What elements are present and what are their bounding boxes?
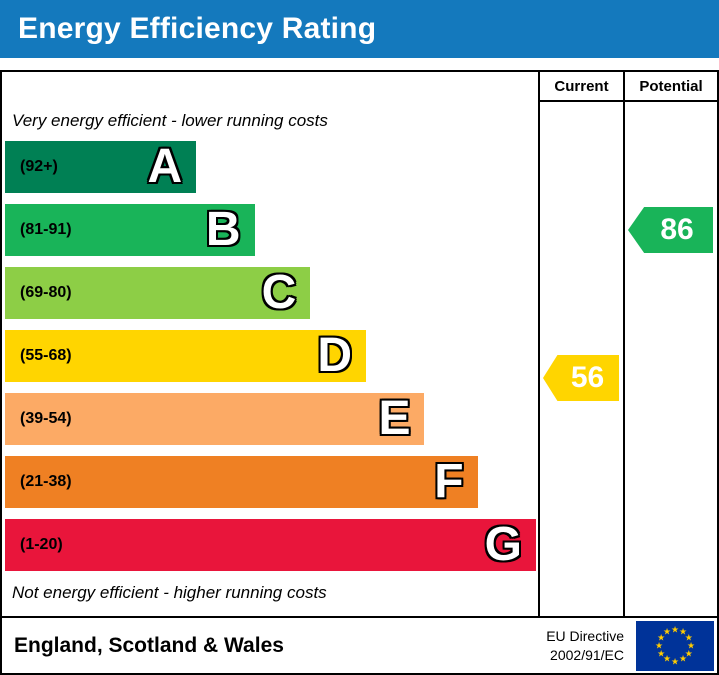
eu-flag-star: ★ xyxy=(686,640,696,650)
current-rating-value: 56 xyxy=(570,361,605,394)
band-range-label: (69-80) xyxy=(20,284,72,301)
band-row-d: (55-68) D xyxy=(5,329,367,382)
eu-flag-star: ★ xyxy=(678,626,688,637)
eu-flag-star: ★ xyxy=(657,648,666,658)
band-letter: F xyxy=(434,455,464,508)
column-header-current: Current xyxy=(540,72,625,102)
band-letter: A xyxy=(147,140,183,193)
bands: (92+) A (81-91) B (69-80) C (55-68) D xyxy=(2,141,538,571)
band-letter: E xyxy=(378,392,411,445)
band-letter: B xyxy=(205,203,241,256)
bands-area: Very energy efficient - lower running co… xyxy=(2,102,540,616)
eu-flag-star: ★ xyxy=(684,648,693,658)
eu-directive-line1: EU Directive xyxy=(546,628,624,645)
band-row-f: (21-38) F xyxy=(5,456,478,508)
eu-flag-star: ★ xyxy=(654,640,664,650)
band-range-label: (81-91) xyxy=(20,221,72,238)
header-cell-main xyxy=(2,72,540,102)
header-bar: Energy Efficiency Rating xyxy=(0,0,719,58)
footer-region-label: England, Scotland & Wales xyxy=(14,633,284,657)
band-row-g: (1-20) G xyxy=(5,519,536,571)
table-footer: England, Scotland & Wales EU Directive 2… xyxy=(2,616,717,673)
band-letter: G xyxy=(484,518,522,571)
potential-column: 86 xyxy=(625,102,717,616)
band-row-e: (39-54) E xyxy=(5,392,425,445)
page-title: Energy Efficiency Rating xyxy=(18,12,377,45)
eu-flag-star: ★ xyxy=(670,656,680,666)
band-row-b: (81-91) B xyxy=(5,204,255,256)
caption-top: Very energy efficient - lower running co… xyxy=(12,111,328,130)
band-row-c: (69-80) C xyxy=(5,266,311,319)
current-column: 56 xyxy=(540,102,625,616)
potential-rating-value: 86 xyxy=(660,213,694,246)
band-range-label: (1-20) xyxy=(20,536,63,553)
band-range-label: (39-54) xyxy=(20,410,72,427)
eu-flag-icon: ★ ★ ★ ★ ★ ★ ★ ★ ★ ★ ★ ★ xyxy=(636,620,714,671)
eu-directive-text: EU Directive 2002/91/EC xyxy=(546,627,624,663)
band-range-label: (55-68) xyxy=(20,347,72,364)
potential-rating-arrow: 86 xyxy=(628,207,713,253)
table-header-row: Current Potential xyxy=(2,72,717,102)
caption-bottom: Not energy efficient - higher running co… xyxy=(12,583,327,602)
band-letter: C xyxy=(261,266,297,319)
eu-flag-star: ★ xyxy=(657,632,666,642)
eu-flag-star: ★ xyxy=(670,624,680,634)
rating-table: Current Potential Very energy efficient … xyxy=(0,70,719,675)
band-range-label: (92+) xyxy=(20,158,58,175)
band-range-label: (21-38) xyxy=(20,473,72,490)
eu-flag-star: ★ xyxy=(678,653,688,664)
band-row-a: (92+) A xyxy=(5,140,197,193)
eu-flag-star: ★ xyxy=(662,653,672,664)
column-header-potential: Potential xyxy=(625,72,717,102)
eu-directive-line2: 2002/91/EC xyxy=(550,646,624,663)
current-rating-arrow: 56 xyxy=(543,355,619,401)
band-letter: D xyxy=(317,329,353,382)
eu-flag-star: ★ xyxy=(684,632,693,642)
table-body-row: Very energy efficient - lower running co… xyxy=(2,102,717,616)
eu-flag-star: ★ xyxy=(662,626,672,637)
